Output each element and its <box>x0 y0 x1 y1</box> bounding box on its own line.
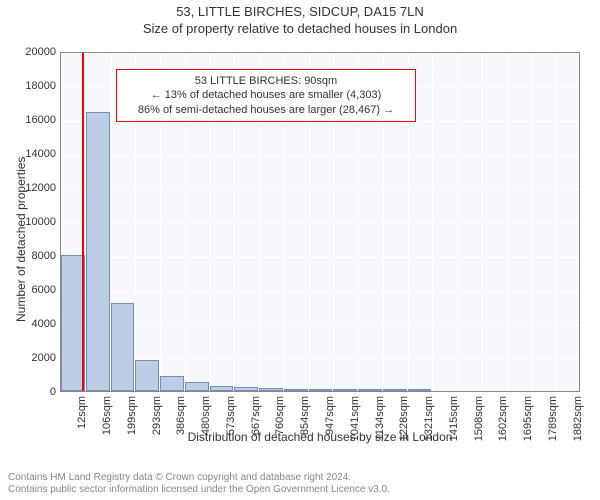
y-tick-label: 14000 <box>16 148 56 160</box>
x-tick-label: 573sqm <box>225 396 237 456</box>
plot-area: 53 LITTLE BIRCHES: 90sqm ← 13% of detach… <box>60 52 580 392</box>
page-title: 53, LITTLE BIRCHES, SIDCUP, DA15 7LN <box>0 0 600 19</box>
y-tick-label: 16000 <box>16 114 56 126</box>
histogram-bar <box>86 112 110 391</box>
x-tick-label: 1321sqm <box>423 396 435 456</box>
x-tick-label: 480sqm <box>200 396 212 456</box>
grid-line-vertical <box>556 53 557 391</box>
annotation-line-2: ← 13% of detached houses are smaller (4,… <box>125 88 407 102</box>
grid-line-vertical <box>457 53 458 391</box>
y-tick-label: 6000 <box>16 284 56 296</box>
histogram-bar <box>160 376 184 391</box>
histogram-bar <box>333 389 357 391</box>
histogram-bar <box>309 389 333 391</box>
grid-line-vertical <box>507 53 508 391</box>
x-tick-label: 1508sqm <box>473 396 485 456</box>
x-tick-label: 947sqm <box>324 396 336 456</box>
grid-line-horizontal <box>61 325 579 326</box>
histogram-bar <box>185 382 209 391</box>
grid-line-horizontal <box>61 155 579 156</box>
x-tick-label: 1602sqm <box>497 396 509 456</box>
footer-line-1: Contains HM Land Registry data © Crown c… <box>8 472 390 484</box>
histogram-bar <box>259 388 283 391</box>
grid-line-horizontal <box>61 189 579 190</box>
x-tick-label: 667sqm <box>250 396 262 456</box>
y-tick-label: 12000 <box>16 182 56 194</box>
histogram-bar <box>408 389 432 391</box>
grid-line-vertical <box>482 53 483 391</box>
grid-line-horizontal <box>61 53 579 54</box>
footer-line-2: Contains public sector information licen… <box>8 484 390 496</box>
y-tick-label: 20000 <box>16 46 56 58</box>
annotation-box: 53 LITTLE BIRCHES: 90sqm ← 13% of detach… <box>116 69 416 122</box>
y-tick-label: 18000 <box>16 80 56 92</box>
x-tick-label: 1789sqm <box>547 396 559 456</box>
x-tick-label: 293sqm <box>151 396 163 456</box>
y-tick-label: 8000 <box>16 250 56 262</box>
y-tick-label: 0 <box>16 386 56 398</box>
marker-line <box>82 53 84 391</box>
x-tick-label: 1134sqm <box>374 396 386 456</box>
x-tick-label: 1415sqm <box>448 396 460 456</box>
histogram-bar <box>284 389 308 391</box>
histogram-bar <box>210 386 234 391</box>
histogram-bar <box>358 389 382 391</box>
page-subtitle: Size of property relative to detached ho… <box>0 19 600 42</box>
histogram-bar <box>234 387 258 391</box>
grid-line-horizontal <box>61 223 579 224</box>
x-tick-label: 1041sqm <box>349 396 361 456</box>
x-tick-label: 1228sqm <box>398 396 410 456</box>
histogram-bar <box>111 303 135 391</box>
grid-line-vertical <box>432 53 433 391</box>
x-tick-label: 1695sqm <box>522 396 534 456</box>
x-tick-label: 106sqm <box>101 396 113 456</box>
y-tick-label: 10000 <box>16 216 56 228</box>
histogram-bar <box>383 389 407 391</box>
annotation-line-1: 53 LITTLE BIRCHES: 90sqm <box>125 74 407 88</box>
grid-line-horizontal <box>61 393 579 394</box>
grid-line-horizontal <box>61 257 579 258</box>
grid-line-vertical <box>531 53 532 391</box>
histogram-bar <box>135 360 159 391</box>
y-tick-label: 2000 <box>16 352 56 364</box>
chart-container: Number of detached properties 53 LITTLE … <box>0 42 600 452</box>
x-tick-label: 12sqm <box>76 396 88 456</box>
y-tick-label: 4000 <box>16 318 56 330</box>
x-tick-label: 199sqm <box>126 396 138 456</box>
x-tick-label: 760sqm <box>274 396 286 456</box>
grid-line-horizontal <box>61 291 579 292</box>
x-tick-label: 854sqm <box>299 396 311 456</box>
footer-attribution: Contains HM Land Registry data © Crown c… <box>8 472 390 496</box>
x-tick-label: 1882sqm <box>572 396 584 456</box>
x-tick-label: 386sqm <box>175 396 187 456</box>
annotation-line-3: 86% of semi-detached houses are larger (… <box>125 103 407 117</box>
